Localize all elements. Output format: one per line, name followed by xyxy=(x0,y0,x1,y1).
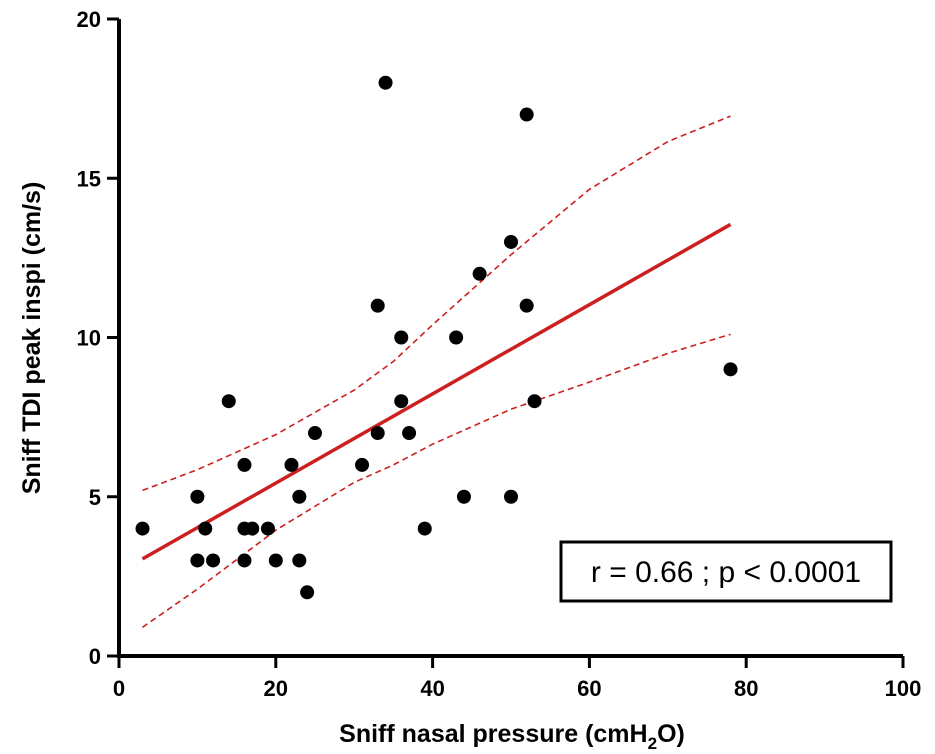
data-points xyxy=(135,75,738,600)
axes: 0 20 40 60 80 100 0 5 10 15 20 xyxy=(77,7,922,701)
data-point xyxy=(504,234,518,249)
data-point xyxy=(527,394,542,409)
data-point xyxy=(519,298,534,313)
y-tick-label: 20 xyxy=(77,7,101,32)
x-tick-label: 60 xyxy=(577,676,601,701)
data-point xyxy=(135,521,150,536)
data-point xyxy=(417,521,432,536)
data-point xyxy=(221,394,236,409)
x-tick-label: 0 xyxy=(113,676,125,701)
data-point xyxy=(472,266,487,281)
y-tick-label: 15 xyxy=(77,166,101,191)
data-point xyxy=(268,553,283,568)
data-point xyxy=(378,75,393,90)
x-tick-label: 40 xyxy=(420,676,444,701)
data-point xyxy=(198,521,213,536)
data-point xyxy=(190,489,205,504)
data-point xyxy=(504,489,518,504)
data-point xyxy=(370,298,385,313)
data-point xyxy=(292,489,307,504)
x-axis-label: Sniff nasal pressure (cmH2O) xyxy=(339,720,685,753)
data-point xyxy=(206,553,221,568)
data-point xyxy=(237,457,252,472)
data-point xyxy=(394,394,409,409)
y-tick-label: 10 xyxy=(77,326,101,351)
data-point xyxy=(456,489,471,504)
regression-line xyxy=(141,222,732,561)
data-point xyxy=(308,426,322,441)
data-point xyxy=(370,426,385,441)
data-point xyxy=(260,521,275,536)
data-point xyxy=(237,553,252,568)
ci-upper-line xyxy=(142,115,731,492)
stat-annotation: r = 0.66 ; p < 0.0001 xyxy=(591,556,861,589)
y-axis-label: Sniff TDI peak inspi (cm/s) xyxy=(18,182,46,495)
x-tick-label: 80 xyxy=(734,676,758,701)
data-point xyxy=(284,457,299,472)
data-point xyxy=(355,457,370,472)
data-point xyxy=(449,330,464,345)
data-point xyxy=(519,107,534,122)
x-tick-label: 20 xyxy=(264,676,288,701)
data-point xyxy=(292,553,307,568)
data-point xyxy=(245,521,260,536)
data-point xyxy=(402,426,417,441)
data-point xyxy=(723,362,738,377)
data-point xyxy=(394,330,409,345)
confidence-bands xyxy=(142,115,731,628)
data-point xyxy=(300,585,315,600)
stat-annotation-box: r = 0.66 ; p < 0.0001 xyxy=(559,540,893,603)
y-tick-label: 5 xyxy=(89,485,101,510)
data-point xyxy=(190,553,205,568)
y-tick-label: 0 xyxy=(89,644,101,669)
x-tick-label: 100 xyxy=(885,676,922,701)
ci-lower-line xyxy=(142,333,731,628)
